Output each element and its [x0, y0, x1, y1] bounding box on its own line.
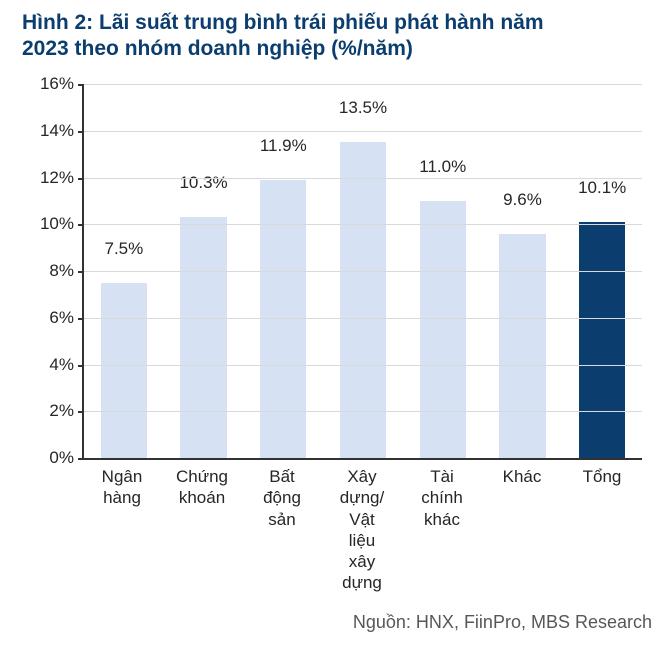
- x-axis-label: Tàichínhkhác: [402, 466, 482, 594]
- bar: [499, 234, 545, 458]
- y-tick-mark: [78, 271, 84, 273]
- bar-data-label: 10.3%: [179, 173, 227, 193]
- x-axis-label: Xâydựng/Vậtliệuxâydựng: [322, 466, 402, 594]
- y-tick-label: 6%: [22, 308, 74, 328]
- y-tick-mark: [78, 131, 84, 133]
- bar: [180, 217, 226, 458]
- gridline: [84, 131, 642, 132]
- plot-area: 7.5% 10.3% 11.9% 13.5% 11.0% 9.6% 10.1%: [82, 84, 642, 460]
- y-tick-mark: [78, 458, 84, 460]
- x-axis-label: Khác: [482, 466, 562, 594]
- y-tick-label: 0%: [22, 448, 74, 468]
- bar-data-label: 11.9%: [260, 136, 307, 156]
- bar-data-label: 13.5%: [339, 98, 387, 118]
- y-tick-mark: [78, 84, 84, 86]
- bar-data-label: 9.6%: [503, 190, 542, 210]
- y-tick-label: 4%: [22, 355, 74, 375]
- x-axis-label: Tổng: [562, 466, 642, 594]
- bar-data-label: 7.5%: [104, 239, 143, 259]
- gridline: [84, 178, 642, 179]
- y-tick-mark: [78, 178, 84, 180]
- x-axis-label: Bấtđộngsản: [242, 466, 322, 594]
- gridline: [84, 318, 642, 319]
- y-tick-label: 8%: [22, 261, 74, 281]
- bar: [420, 201, 466, 458]
- y-tick-mark: [78, 365, 84, 367]
- gridline: [84, 271, 642, 272]
- y-tick-label: 2%: [22, 401, 74, 421]
- y-tick-label: 16%: [22, 74, 74, 94]
- y-tick-label: 14%: [22, 121, 74, 141]
- bar: [101, 283, 147, 458]
- y-tick-label: 10%: [22, 214, 74, 234]
- x-axis-label: Ngânhàng: [82, 466, 162, 594]
- bar-data-label: 11.0%: [419, 157, 466, 177]
- chart-title: Hình 2: Lãi suất trung bình trái phiếu p…: [22, 10, 582, 63]
- gridline: [84, 224, 642, 225]
- chart-container: 7.5%10.3%11.9%13.5%11.0%9.6%10.1% Ngânhà…: [20, 78, 650, 548]
- y-tick-mark: [78, 318, 84, 320]
- chart-source: Nguồn: HNX, FiinPro, MBS Research: [353, 612, 652, 633]
- bar: [579, 222, 625, 458]
- gridline: [84, 84, 642, 85]
- bar: [260, 180, 306, 458]
- gridline: [84, 411, 642, 412]
- gridline: [84, 365, 642, 366]
- y-tick-mark: [78, 411, 84, 413]
- bar-data-label: 10.1%: [578, 178, 626, 198]
- x-axis-label: Chứngkhoán: [162, 466, 242, 594]
- y-tick-mark: [78, 224, 84, 226]
- y-tick-label: 12%: [22, 168, 74, 188]
- x-axis-labels: NgânhàngChứngkhoánBấtđộngsảnXâydựng/Vậtl…: [82, 466, 642, 594]
